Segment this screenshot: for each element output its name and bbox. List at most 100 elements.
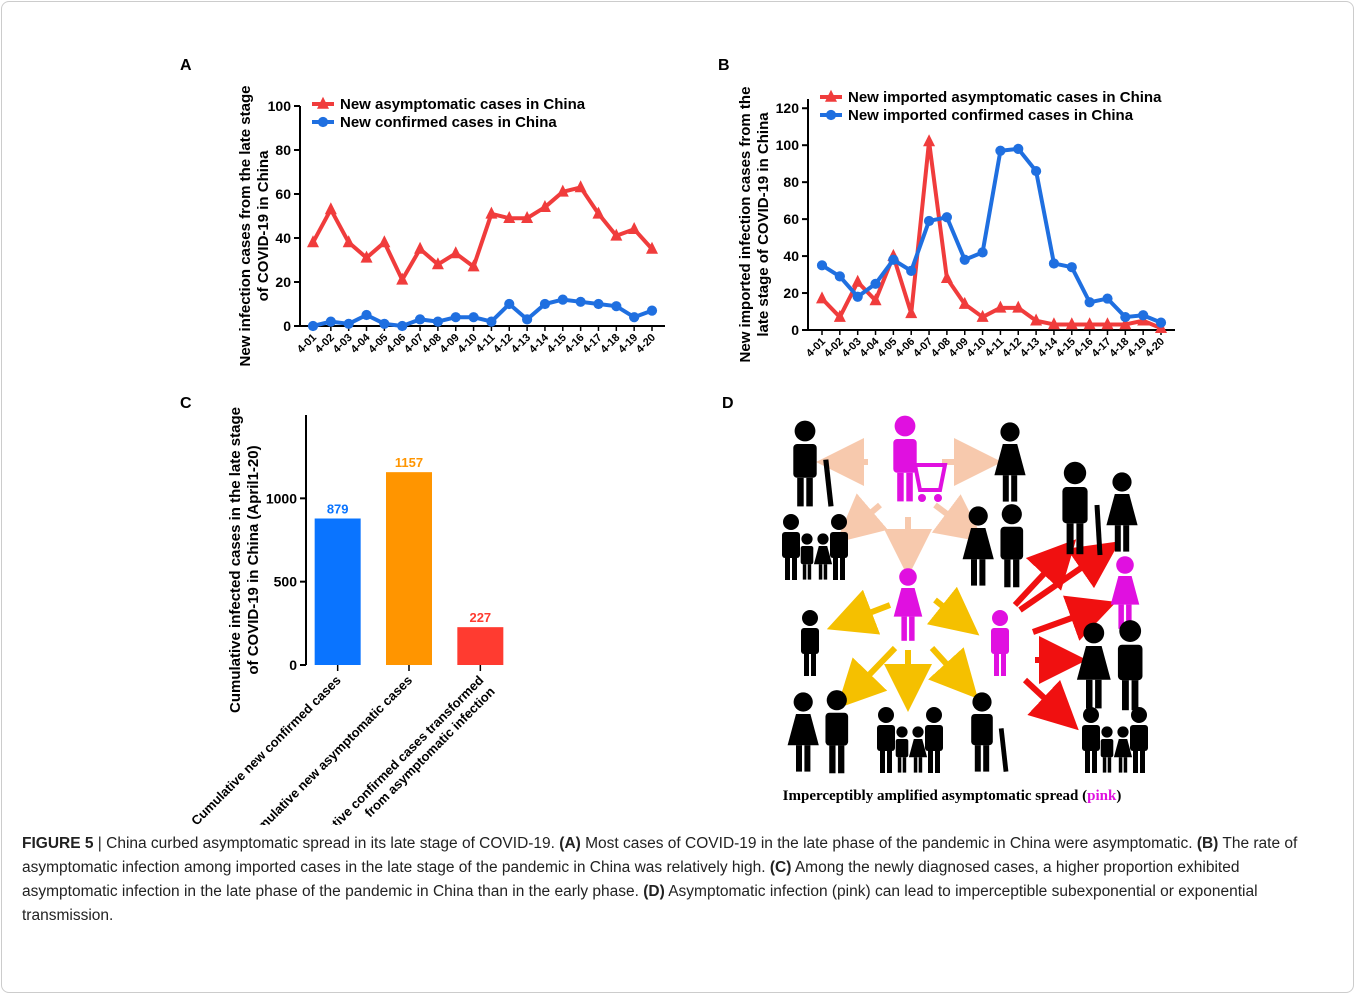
person-leg bbox=[1140, 751, 1145, 773]
y-axis-label-line: New imported infection cases from the bbox=[737, 87, 754, 363]
caption-segment: | China curbed asymptomatic spread in it… bbox=[93, 835, 559, 852]
caption-part: pink bbox=[1087, 788, 1117, 804]
person-head bbox=[969, 506, 988, 525]
person-leg bbox=[1119, 757, 1123, 772]
person-leg bbox=[971, 559, 977, 585]
person-body bbox=[1114, 739, 1132, 757]
y-axis-label: New infection cases from the late stageo… bbox=[237, 86, 272, 367]
caption-segment: (C) bbox=[770, 859, 792, 876]
person-body bbox=[788, 714, 819, 745]
person-leg bbox=[1124, 757, 1128, 772]
point bbox=[629, 312, 639, 322]
point bbox=[1031, 166, 1041, 176]
person-body bbox=[971, 714, 993, 745]
legend-label: New asymptomatic cases in China bbox=[340, 96, 586, 113]
y-axis-label-line: of COVID-19 in China bbox=[255, 150, 272, 302]
person-head bbox=[1064, 462, 1086, 484]
caption-segment: (B) bbox=[1197, 835, 1219, 852]
value-label: 1157 bbox=[395, 455, 423, 470]
person-leg bbox=[1085, 751, 1090, 773]
y-tick-label: 40 bbox=[783, 248, 799, 264]
point bbox=[1049, 258, 1059, 268]
y-tick-label: 0 bbox=[791, 322, 799, 338]
person-leg bbox=[914, 757, 918, 772]
person-leg bbox=[1067, 523, 1074, 554]
caption-part: ) bbox=[1116, 788, 1121, 804]
point bbox=[628, 222, 640, 234]
spread-arrow bbox=[932, 648, 970, 690]
person-leg bbox=[840, 558, 845, 580]
person-head bbox=[1083, 623, 1104, 644]
point bbox=[1067, 262, 1077, 272]
point bbox=[611, 301, 621, 311]
point bbox=[817, 260, 827, 270]
panel-label: B bbox=[718, 57, 730, 74]
person-body bbox=[1077, 646, 1111, 680]
person-leg bbox=[1013, 560, 1019, 588]
legend-label: New confirmed cases in China bbox=[340, 114, 557, 131]
person-leg bbox=[797, 478, 804, 507]
point bbox=[995, 146, 1005, 156]
y-tick-label: 100 bbox=[776, 137, 800, 153]
spread-arrow bbox=[935, 505, 975, 535]
person-leg bbox=[1092, 751, 1097, 773]
cart bbox=[915, 465, 945, 490]
person-head bbox=[992, 610, 1008, 626]
point bbox=[485, 207, 497, 219]
point bbox=[1102, 293, 1112, 303]
person-body bbox=[1118, 645, 1143, 680]
person-leg bbox=[880, 751, 885, 773]
person-leg bbox=[935, 751, 940, 773]
point bbox=[960, 255, 970, 265]
y-tick-label: 60 bbox=[275, 186, 291, 202]
person-body bbox=[1106, 494, 1137, 525]
point bbox=[318, 117, 328, 127]
spread-diagram bbox=[782, 416, 1148, 774]
cane bbox=[1097, 505, 1100, 555]
person-leg bbox=[804, 654, 809, 676]
person-head bbox=[1101, 726, 1112, 737]
value-label: 879 bbox=[327, 502, 349, 517]
caption-segment: (D) bbox=[643, 883, 665, 900]
point bbox=[593, 299, 603, 309]
point bbox=[1085, 297, 1095, 307]
x-tick-label: 4-20 bbox=[1143, 336, 1167, 360]
person-body bbox=[893, 439, 916, 473]
person-leg bbox=[1011, 475, 1017, 501]
point bbox=[888, 255, 898, 265]
bar bbox=[457, 627, 503, 665]
person-leg bbox=[1001, 654, 1006, 676]
caption-part: Imperceptibly amplified asymptomatic spr… bbox=[783, 788, 1087, 804]
person-leg bbox=[1132, 680, 1139, 710]
y-tick-label: 500 bbox=[274, 574, 298, 590]
person-body bbox=[801, 546, 814, 564]
person-body bbox=[830, 532, 848, 558]
y-axis-label: New imported infection cases from thelat… bbox=[737, 87, 772, 363]
person-leg bbox=[898, 757, 902, 772]
y-tick-label: 100 bbox=[268, 98, 292, 114]
point bbox=[450, 246, 462, 258]
caption-segment: (A) bbox=[559, 835, 581, 852]
person-leg bbox=[808, 564, 812, 579]
person-leg bbox=[1133, 751, 1138, 773]
x-tick-label: 4-20 bbox=[634, 332, 658, 356]
point bbox=[905, 306, 917, 318]
person-leg bbox=[829, 746, 835, 774]
person-leg bbox=[1086, 680, 1093, 709]
point bbox=[942, 212, 952, 222]
point bbox=[379, 319, 389, 329]
person-head bbox=[899, 568, 917, 586]
person-leg bbox=[928, 751, 933, 773]
person-head bbox=[926, 707, 942, 723]
point bbox=[870, 279, 880, 289]
person-leg bbox=[1003, 475, 1009, 501]
person-head bbox=[895, 416, 916, 437]
point bbox=[378, 235, 390, 247]
y-axis-label-line: Cumulative infected cases in the late st… bbox=[227, 407, 244, 713]
person-leg bbox=[1123, 525, 1129, 551]
y-tick-label: 1000 bbox=[266, 490, 297, 506]
spread-arrow bbox=[845, 505, 880, 535]
y-axis-label-line: late stage of COVID-19 in China bbox=[755, 112, 772, 337]
y-tick-label: 20 bbox=[275, 274, 291, 290]
person-body bbox=[994, 444, 1025, 475]
